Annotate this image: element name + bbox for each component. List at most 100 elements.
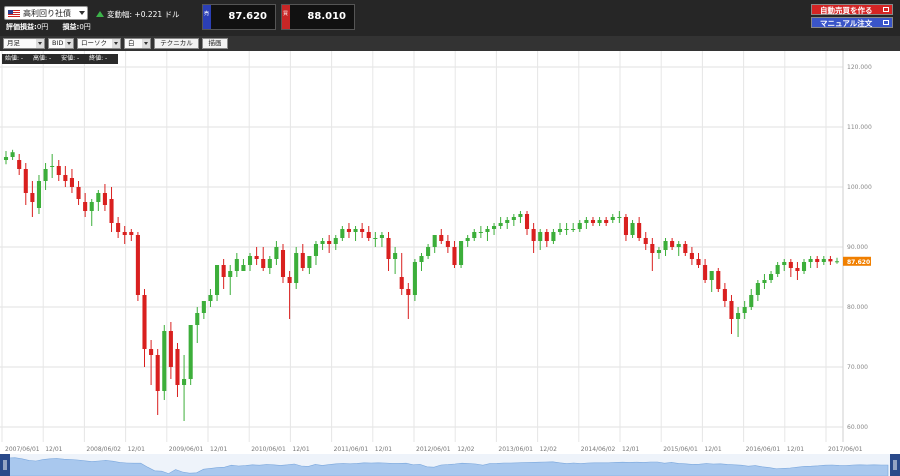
candle-up xyxy=(538,232,543,241)
candle-down xyxy=(149,349,154,355)
instrument-label: 高利回り社債 xyxy=(23,9,71,18)
candle-up xyxy=(188,325,193,379)
candle-up xyxy=(89,202,94,211)
chart-toolbar: 月足 BID ローソク 白 テクニカル 描画 xyxy=(0,36,900,51)
candle-down xyxy=(439,235,444,241)
chevron-down-icon xyxy=(79,11,85,15)
candle-up xyxy=(630,223,635,235)
x-tick-label: 12/01 xyxy=(704,446,721,453)
candle-up xyxy=(228,271,233,277)
high-readout: 高値: - xyxy=(33,55,52,62)
candle-down xyxy=(795,268,800,271)
candle-up xyxy=(201,301,206,313)
candle-down xyxy=(703,265,708,280)
candle-down xyxy=(689,253,694,259)
manual-order-label: マニュアル注文 xyxy=(820,19,873,28)
chart-area[interactable]: 60.000 70.000 80.000 90.000 100.000 110.000 12… xyxy=(0,51,900,476)
x-tick-label: 2009/06/01 xyxy=(169,446,204,453)
bid-price: 87.620 xyxy=(228,11,267,22)
x-tick-label: 12/01 xyxy=(210,446,227,453)
technical-button[interactable]: テクニカル xyxy=(154,38,199,49)
candle-down xyxy=(135,235,140,295)
candle-down xyxy=(30,193,35,202)
color-label: 白 xyxy=(128,39,135,47)
manual-order-button[interactable]: マニュアル注文 xyxy=(811,17,893,28)
candle-down xyxy=(386,238,391,259)
candle-up xyxy=(808,259,813,262)
bid-tag: 売 xyxy=(204,11,210,17)
price-type-select[interactable]: BID xyxy=(48,38,74,49)
candle-down xyxy=(327,241,332,244)
candle-up xyxy=(234,259,239,271)
candle-down xyxy=(221,265,226,277)
candle-down xyxy=(69,178,74,187)
close-readout: 終値: - xyxy=(89,55,108,62)
candle-up xyxy=(597,220,602,223)
candle-down xyxy=(650,244,655,253)
candle-down xyxy=(287,277,292,283)
popup-icon xyxy=(883,20,889,25)
price-change: 変動幅: +0.221 ドル xyxy=(96,9,180,20)
candle-up xyxy=(663,241,668,250)
candle-down xyxy=(445,241,450,247)
candle-up xyxy=(373,238,378,239)
candle-down xyxy=(716,271,721,289)
auto-trade-button[interactable]: 自動売買を作る xyxy=(811,4,893,15)
candle-up xyxy=(432,235,437,247)
candle-up xyxy=(393,253,398,259)
eval-profit-value: 0円 xyxy=(36,23,49,31)
candle-up xyxy=(610,217,615,220)
x-tick-label: 12/01 xyxy=(622,446,639,453)
x-tick-label: 2007/06/01 xyxy=(5,446,40,453)
candle-up xyxy=(498,223,503,226)
candle-up xyxy=(3,157,9,160)
candle-down xyxy=(623,217,628,235)
x-tick-label: 12/01 xyxy=(375,446,392,453)
candle-up xyxy=(294,253,299,283)
y-tick-label: 90.000 xyxy=(847,244,868,251)
profit-label: 損益: xyxy=(62,23,80,31)
x-tick-label: 2011/06/01 xyxy=(334,446,369,453)
candle-up xyxy=(617,217,622,218)
x-tick-label: 12/01 xyxy=(292,446,309,453)
candle-down xyxy=(637,223,642,238)
x-tick-label: 12/01 xyxy=(787,446,804,453)
drawing-button[interactable]: 描画 xyxy=(202,38,228,49)
candle-down xyxy=(17,160,22,169)
ask-tag: 買 xyxy=(283,11,289,17)
candle-down xyxy=(524,214,530,229)
candle-down xyxy=(643,238,648,244)
x-tick-label: 2016/06/01 xyxy=(746,446,781,453)
candle-up xyxy=(656,250,661,253)
ask-price-button[interactable]: 買 88.010 xyxy=(281,4,355,30)
candle-up xyxy=(267,259,272,268)
chart-type-select[interactable]: ローソク xyxy=(77,38,121,49)
change-label: 変動幅: xyxy=(107,10,133,19)
navigator-handle-left[interactable] xyxy=(0,454,10,476)
x-tick-label: 2017/06/01 xyxy=(828,446,863,453)
ohlc-readout: 始値: - 高値: - 安値: - 終値: - xyxy=(2,54,119,64)
candle-down xyxy=(63,175,68,181)
candle-up xyxy=(834,261,840,263)
bid-price-button[interactable]: 売 87.620 xyxy=(202,4,276,30)
change-value: +0.221 ドル xyxy=(134,10,180,19)
x-tick-label: 12/01 xyxy=(45,446,62,453)
candle-down xyxy=(175,349,180,385)
instrument-select[interactable]: 高利回り社債 xyxy=(4,6,88,20)
candle-down xyxy=(604,220,609,223)
candle-up xyxy=(459,241,464,265)
y-tick-label: 100.000 xyxy=(847,184,872,191)
candle-down xyxy=(56,166,61,175)
candlestick-chart[interactable]: 60.000 70.000 80.000 90.000 100.000 110.000 12… xyxy=(0,51,900,476)
color-select[interactable]: 白 xyxy=(124,38,151,49)
y-tick-label: 70.000 xyxy=(847,364,868,371)
open-readout: 始値: - xyxy=(5,55,24,62)
period-select[interactable]: 月足 xyxy=(3,38,45,49)
y-tick-label: 60.000 xyxy=(847,424,868,431)
candle-up xyxy=(676,244,681,247)
drawing-label: 描画 xyxy=(208,39,222,47)
candle-up xyxy=(557,229,563,232)
navigator-handle-right[interactable] xyxy=(890,454,900,476)
candle-down xyxy=(815,259,820,262)
price-type-label: BID xyxy=(52,39,64,47)
